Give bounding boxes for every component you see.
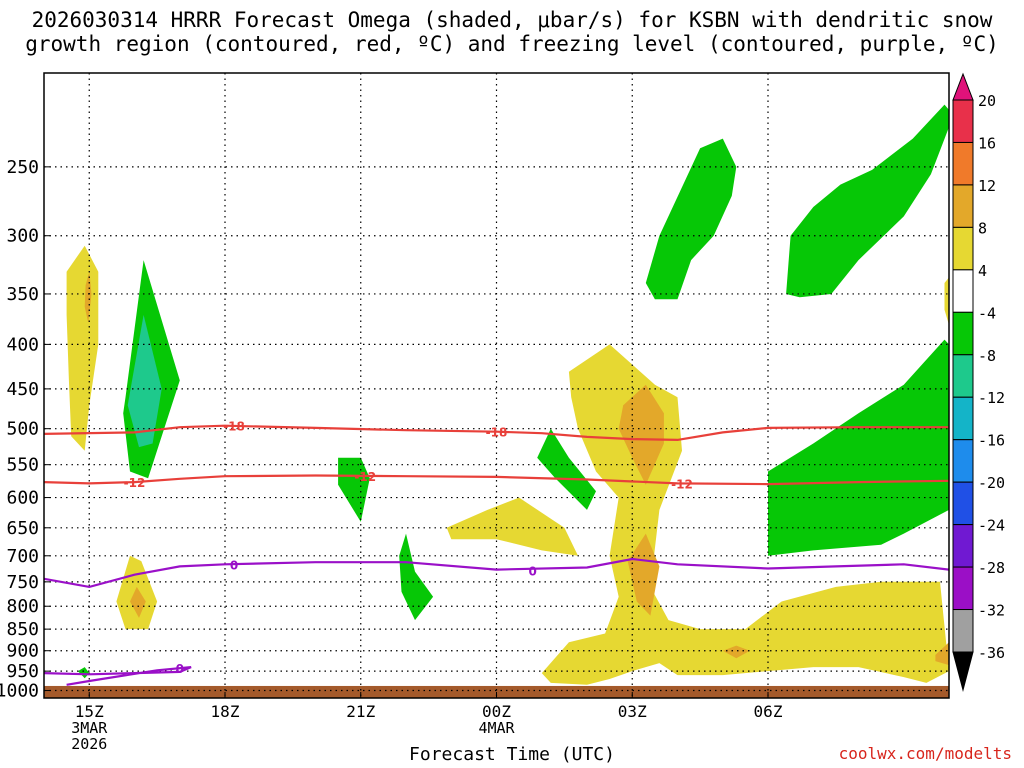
x-tick-label: 15Z xyxy=(75,702,104,721)
colorbar-swatch xyxy=(952,226,974,271)
colorbar-swatch xyxy=(952,566,974,611)
colorbar-label: 16 xyxy=(978,134,996,152)
y-tick-label: 450 xyxy=(6,379,39,400)
x-tick-label: 03Z xyxy=(618,702,647,721)
y-tick-label: 800 xyxy=(6,596,39,617)
colorbar-swatch xyxy=(952,524,974,568)
omega-region-3 xyxy=(127,314,162,448)
colorbar-swatch xyxy=(952,481,974,526)
colorbar-label: -32 xyxy=(978,602,1005,620)
omega-region-1 xyxy=(84,271,92,323)
omega-region-13 xyxy=(627,533,660,616)
colorbar-label: 4 xyxy=(978,262,987,280)
x-tick-label: 06Z xyxy=(754,702,783,721)
x-tick-label: 00Z xyxy=(482,702,511,721)
colorbar-swatch xyxy=(952,354,974,398)
colorbar-label: -4 xyxy=(978,304,996,322)
contour-label: 0 xyxy=(230,558,238,572)
omega-region-10 xyxy=(537,428,596,510)
colorbar-label: -36 xyxy=(978,644,1005,662)
colorbar-label: -12 xyxy=(978,389,1005,407)
colorbar-bottom-arrow xyxy=(952,651,974,692)
contour-label: -12 xyxy=(671,477,693,491)
omega-region-16 xyxy=(645,138,737,300)
y-tick-label: 700 xyxy=(6,546,39,567)
contour-line-0-2 xyxy=(44,557,949,589)
y-tick-label: 550 xyxy=(6,455,39,476)
colorbar-swatch xyxy=(952,141,974,186)
chart-title-line-1: 2026030314 HRRR Forecast Omega (shaded, … xyxy=(31,8,993,32)
chart-title-line-2: growth region (contoured, red, ºC) and f… xyxy=(25,32,999,56)
colorbar-swatch xyxy=(952,311,974,356)
omega-region-14 xyxy=(722,645,750,659)
colorbar-label: -20 xyxy=(978,474,1005,492)
contour-label: 0 xyxy=(529,565,537,579)
x-tick-label: 18Z xyxy=(211,702,240,721)
omega-region-17 xyxy=(786,104,949,298)
y-tick-label: 900 xyxy=(6,641,39,662)
colorbar-swatch xyxy=(952,396,974,441)
contour-label: -18 xyxy=(223,420,245,434)
colorbar-swatch xyxy=(952,609,974,653)
omega-region-6 xyxy=(77,667,90,679)
omega-region-15 xyxy=(935,642,949,666)
contour-line-minus-18-0 xyxy=(44,424,949,442)
contour-label: 0 xyxy=(176,662,184,676)
omega-region-12 xyxy=(618,384,664,485)
y-tick-label: 1000 xyxy=(0,681,39,702)
colorbar-label: -24 xyxy=(978,517,1005,535)
colorbar-label: 8 xyxy=(978,219,987,237)
colorbar-label: -8 xyxy=(978,347,996,365)
contour-line-minus-12-1 xyxy=(44,474,949,486)
omega-region-18 xyxy=(944,277,949,325)
x-axis-label: Forecast Time (UTC) xyxy=(409,744,615,765)
colorbar: 20 16 12 8 4 -4 -8 -12 -16 -20 -24 -28 -32 -36 xyxy=(952,72,1005,692)
colorbar-label: -28 xyxy=(978,559,1005,577)
y-tick-label: 850 xyxy=(6,619,39,640)
surface-ground xyxy=(44,685,949,698)
x-tick-label: 3MAR xyxy=(71,719,108,737)
y-tick-label: 950 xyxy=(6,661,39,682)
contour-label: -18 xyxy=(486,426,508,440)
y-tick-label: 300 xyxy=(6,226,39,247)
contour-label: -12 xyxy=(124,476,146,490)
omega-region-8 xyxy=(399,533,434,621)
colorbar-label: 20 xyxy=(978,92,996,110)
colorbar-top-arrow xyxy=(952,72,974,101)
contour-label: -12 xyxy=(354,470,376,484)
y-tick-label: 750 xyxy=(6,572,39,593)
omega-region-0 xyxy=(66,245,99,451)
plot-area: -18 -18 -12 -12 -12 0 0 0 250 300 350 400 450 500 550 6… xyxy=(0,72,950,753)
y-tick-label: 350 xyxy=(6,284,39,305)
contour-line-0-3 xyxy=(44,666,192,686)
colorbar-swatch xyxy=(952,184,974,228)
colorbar-swatch xyxy=(952,439,974,483)
x-tick-label: 2026 xyxy=(71,735,107,753)
colorbar-swatch xyxy=(952,269,974,313)
omega-region-9 xyxy=(446,497,578,556)
omega-region-5 xyxy=(130,586,146,618)
x-tick-label: 4MAR xyxy=(478,719,515,737)
x-tick-label: 21Z xyxy=(346,702,375,721)
y-tick-label: 400 xyxy=(6,334,39,355)
omega-region-7 xyxy=(338,457,370,522)
y-tick-label: 500 xyxy=(6,419,39,440)
y-tick-label: 600 xyxy=(6,488,39,509)
colorbar-label: -16 xyxy=(978,432,1005,450)
y-tick-label: 250 xyxy=(6,157,39,178)
y-tick-label: 650 xyxy=(6,518,39,539)
omega-region-19 xyxy=(768,339,949,556)
source-credit: coolwx.com/modelts xyxy=(838,744,1012,763)
colorbar-label: 12 xyxy=(978,177,996,195)
colorbar-swatch xyxy=(952,99,974,143)
